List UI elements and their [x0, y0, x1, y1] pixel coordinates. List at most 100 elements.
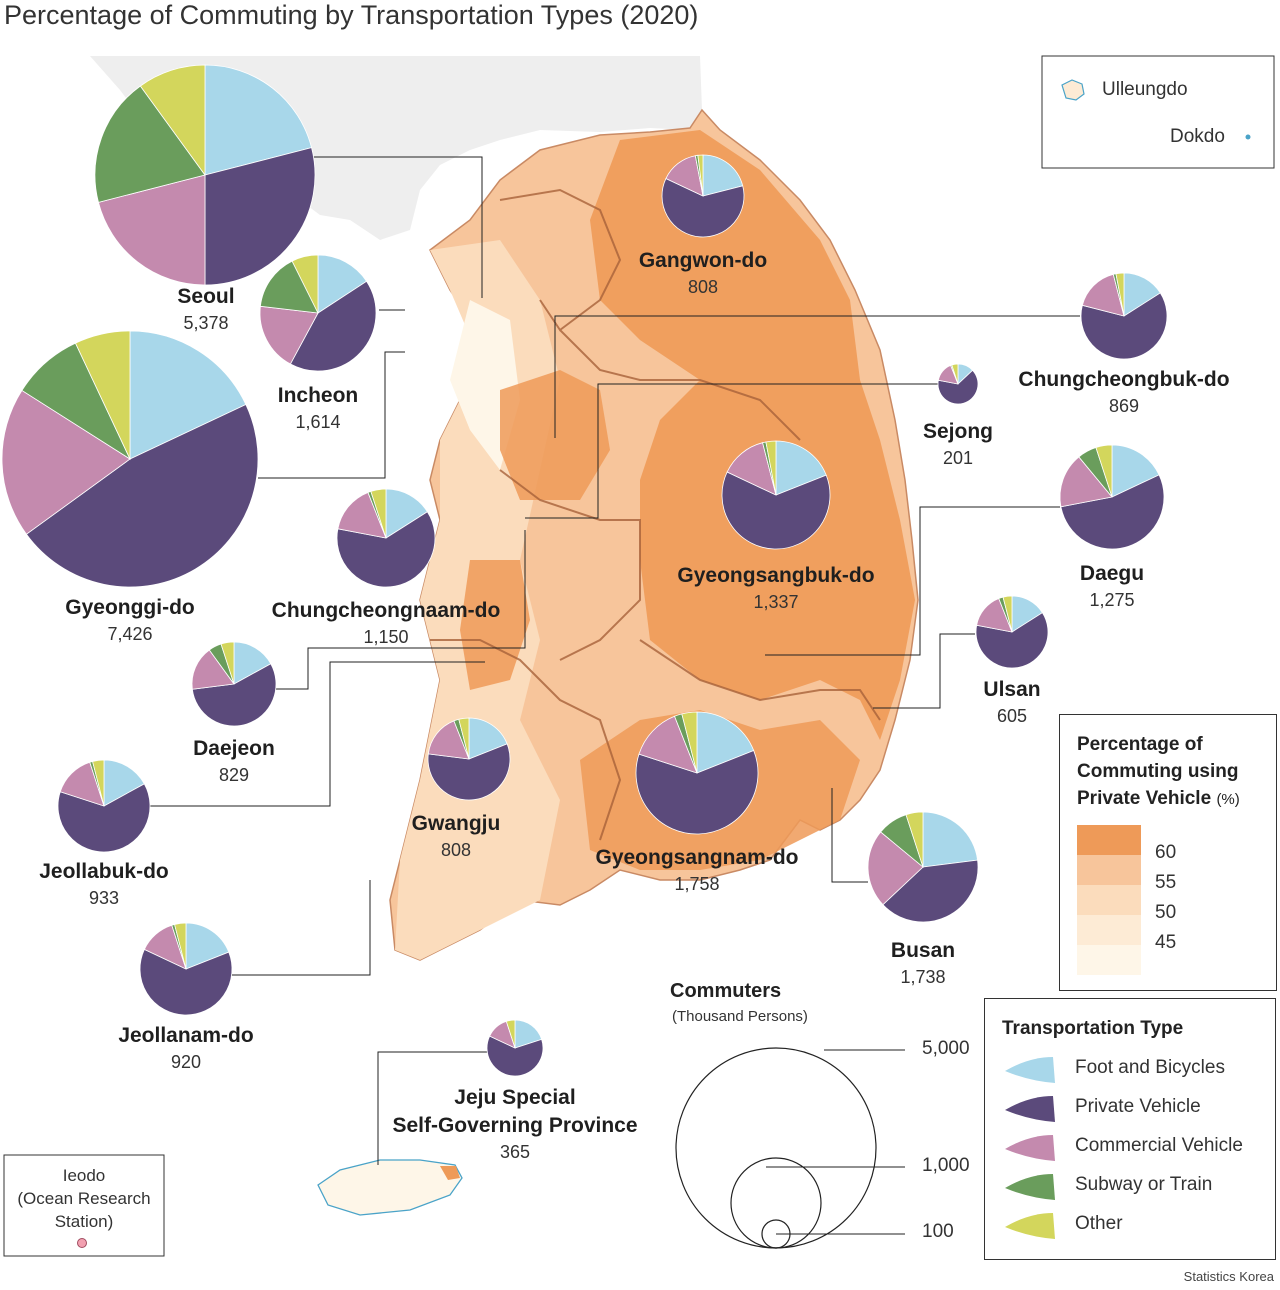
- vehicle-class-label: 45: [1155, 932, 1177, 953]
- size-legend-100: 100: [922, 1221, 954, 1242]
- region-commuters: 1,337: [753, 592, 799, 612]
- region-label-busan: Busan 1,738: [763, 937, 1083, 989]
- region-label-gyeonggi-do: Gyeonggi-do 7,426: [0, 594, 290, 646]
- pie-slice-gwangju-commercial-vehicle: [427, 720, 470, 760]
- region-name: Jeollanam-do: [118, 1024, 254, 1047]
- pie-slice-gangwon-do-private-vehicle: [661, 178, 745, 238]
- vehicle-class-swatch: [1077, 855, 1141, 885]
- pie-slice-sejong-private-vehicle: [937, 369, 979, 405]
- pie-slice-daegu-commercial-vehicle: [1059, 456, 1113, 508]
- pie-slice-chungcheongnaam-do-private-vehicle: [336, 511, 436, 588]
- pie-seoul: [94, 64, 316, 286]
- map-title: Percentage of Commuting by Transportatio…: [4, 0, 699, 30]
- type-label-other: Other: [1075, 1213, 1123, 1234]
- size-legend-title: Commuters: [670, 980, 782, 1002]
- southwest-dark-zone: [460, 560, 530, 690]
- pie-slice-gyeongsangbuk-do-other: [765, 440, 777, 496]
- pie-slice-jeollanam-do-other: [174, 922, 187, 970]
- inset-label-ulleungdo: Ulleungdo: [1102, 79, 1188, 100]
- region-commuters: 829: [218, 765, 250, 785]
- pie-slice-ulsan-other: [1002, 595, 1013, 633]
- pie-gyeonggi-do: [1, 330, 259, 588]
- pie-gangwon-do: [661, 154, 745, 238]
- ulleungdo-shape: [1061, 79, 1085, 101]
- pie-ulsan: [975, 595, 1049, 669]
- region-name: Gwangju: [411, 812, 501, 835]
- type-label-foot-and-bicycles: Foot and Bicycles: [1075, 1057, 1225, 1078]
- pie-slice-busan-other: [905, 811, 924, 868]
- region-commuters: 605: [996, 706, 1028, 726]
- size-circle-100: [761, 1219, 791, 1249]
- pie-slice-incheon-foot-and-bicycles: [317, 254, 368, 314]
- region-label-daegu: Daegu 1,275: [952, 560, 1272, 612]
- pie-slice-daejeon-private-vehicle: [191, 663, 277, 727]
- pie-slice-busan-commercial-vehicle: [867, 831, 924, 906]
- vehicle-class-swatch: [1077, 945, 1141, 975]
- type-swatch-commercial-vehicle: [1005, 1135, 1055, 1161]
- pie-slice-daejeon-other: [220, 641, 235, 685]
- type-label-subway-or-train: Subway or Train: [1075, 1174, 1213, 1195]
- leader-lines: [150, 156, 1080, 1235]
- province-boundaries: [430, 188, 881, 841]
- pie-chungcheongnaam-do: [336, 488, 436, 588]
- region-name: Chungcheongbuk-do: [1018, 368, 1230, 391]
- pie-slice-chungcheongbuk-do-other: [1115, 272, 1125, 317]
- pie-slice-busan-private-vehicle: [882, 859, 979, 923]
- region-label-incheon: Incheon 1,614: [158, 382, 478, 434]
- region-label-chungcheongbuk-do: Chungcheongbuk-do 869: [964, 366, 1280, 418]
- region-name: Sejong: [922, 420, 993, 443]
- pie-slice-chungcheongnaam-do-other: [370, 488, 387, 539]
- pie-slice-jeollabuk-do-foot-and-bicycles: [103, 759, 145, 807]
- vehicle-legend-title-1: Percentage of: [1077, 734, 1203, 755]
- pie-jeollanam-do: [139, 922, 233, 1016]
- type-swatch-shape: [1005, 1135, 1055, 1161]
- region-name: Jeju Special Self-Governing Province: [355, 1084, 675, 1140]
- region-commuters: 933: [88, 888, 120, 908]
- pie-slice-incheon-commercial-vehicle: [259, 305, 319, 365]
- pie-slice-gwangju-private-vehicle: [427, 743, 511, 801]
- vehicle-class-swatch: [1077, 825, 1141, 855]
- region-label-gyeongsangbuk-do: Gyeongsangbuk-do 1,337: [616, 562, 936, 614]
- region-name: Gyeongsangbuk-do: [677, 564, 875, 587]
- region-name: Busan: [890, 939, 956, 962]
- type-swatch-shape: [1005, 1057, 1055, 1083]
- vehicle-class-label: 50: [1155, 902, 1177, 923]
- ieodo-line1: Ieodo: [62, 1166, 106, 1185]
- pie-gyeongsangbuk-do: [721, 440, 831, 550]
- region-label-jeju-special-self-governing-province: Jeju Special Self-Governing Province 365: [355, 1084, 675, 1164]
- pie-slice-jeju-special-self-governing-province-other: [505, 1019, 516, 1049]
- pie-slice-gyeongsangnam-do-foot-and-bicycles: [696, 711, 755, 774]
- vehicle-legend-title-3: Private Vehicle: [1077, 788, 1212, 809]
- pie-busan: [867, 811, 979, 923]
- pie-slice-ulsan-private-vehicle: [975, 612, 1049, 669]
- region-label-chungcheongnaam-do: Chungcheongnaam-do 1,150: [226, 597, 546, 649]
- pie-slice-daegu-foot-and-bicycles: [1111, 444, 1160, 498]
- pie-slice-incheon-other: [291, 254, 319, 314]
- pie-slice-gangwon-do-foot-and-bicycles: [702, 154, 744, 197]
- pie-slice-gyeonggi-do-private-vehicle: [25, 403, 259, 588]
- ieodo-point: [77, 1238, 87, 1248]
- pie-slice-incheon-subway-or-train: [259, 260, 319, 314]
- pie-gyeongsangnam-do: [635, 711, 759, 835]
- region-commuters: 808: [440, 840, 472, 860]
- pie-slice-gyeongsangnam-do-private-vehicle: [635, 750, 759, 835]
- east-dark-zone: [590, 130, 915, 740]
- vehicle-legend: Percentage of Commuting using Private Ve…: [1059, 714, 1277, 991]
- pie-slice-daejeon-foot-and-bicycles: [233, 641, 272, 685]
- pie-slice-seoul-private-vehicle: [204, 147, 316, 286]
- pie-slice-daegu-private-vehicle: [1060, 474, 1165, 550]
- vehicle-class-label: 60: [1155, 842, 1177, 863]
- dokdo-shape: [1245, 134, 1251, 140]
- size-legend-5000: 5,000: [922, 1038, 970, 1059]
- jeju-east-dark: [440, 1166, 460, 1180]
- region-label-gyeongsangnam-do: Gyeongsangnam-do 1,758: [537, 844, 857, 896]
- pie-slice-jeju-special-self-governing-province-private-vehicle: [486, 1035, 544, 1077]
- pie-incheon: [259, 254, 377, 372]
- pie-slice-seoul-other: [139, 64, 206, 177]
- region-label-gangwon-do: Gangwon-do 808: [543, 247, 863, 299]
- pie-slice-gyeongsangbuk-do-private-vehicle: [721, 471, 831, 550]
- pie-slice-daejeon-commercial-vehicle: [191, 649, 235, 690]
- pie-slice-gyeongsangnam-do-commercial-vehicle: [638, 715, 698, 774]
- pie-chungcheongbuk-do: [1080, 272, 1168, 360]
